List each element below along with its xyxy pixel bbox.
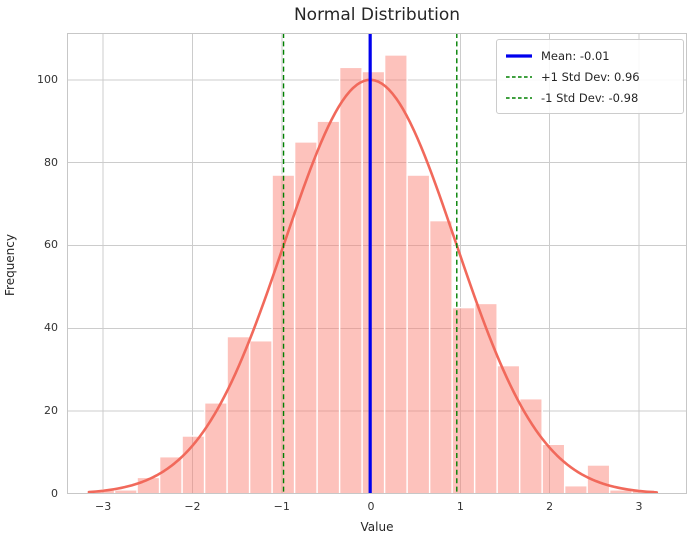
- legend-item-minus-std: -1 Std Dev: -0.98: [504, 87, 676, 108]
- histogram-bar: [338, 66, 363, 494]
- histogram-bar: [158, 456, 183, 494]
- plot-svg: [67, 33, 687, 494]
- plot-border: [67, 33, 687, 494]
- kde-curve: [87, 78, 659, 494]
- histogram-bar: [226, 335, 251, 494]
- histogram-bar: [451, 306, 476, 494]
- x-tick-label: −1: [273, 500, 290, 513]
- x-axis-label: Value: [360, 520, 394, 534]
- legend-item-plus-std: +1 Std Dev: 0.96: [504, 66, 676, 87]
- histogram-bar: [496, 364, 521, 494]
- y-tick-label: 60: [44, 238, 58, 252]
- histogram-bar: [361, 70, 386, 494]
- x-tick-label: −2: [184, 500, 201, 513]
- y-tick-label: 100: [37, 72, 58, 86]
- legend-label-minus-std: -1 Std Dev: -0.98: [541, 90, 639, 105]
- histogram-bar: [293, 141, 318, 494]
- mean-line-swatch-icon: [506, 53, 532, 58]
- x-tick-label: 2: [546, 500, 554, 513]
- x-tick-label: 0: [367, 500, 375, 513]
- chart-title: Normal Distribution: [293, 5, 461, 25]
- legend-item-mean: Mean: -0.01: [504, 45, 676, 66]
- histogram-bar: [563, 485, 588, 494]
- histogram-bar: [383, 54, 408, 494]
- legend-label-mean: Mean: -0.01: [541, 48, 610, 63]
- y-tick-label: 20: [44, 404, 58, 418]
- plot-area: Mean: -0.01 +1 Std Dev: 0.96 -1 Std Dev:…: [67, 33, 687, 494]
- y-tick-label: 80: [44, 155, 58, 169]
- y-axis-label: Frequency: [3, 234, 17, 296]
- histogram-bar: [406, 174, 431, 494]
- x-tick-label: 3: [635, 500, 643, 513]
- histogram-bar: [203, 402, 228, 494]
- histogram-bar: [473, 302, 498, 494]
- x-tick-label: 1: [456, 500, 464, 513]
- histogram-bar: [248, 340, 273, 494]
- legend: Mean: -0.01 +1 Std Dev: 0.96 -1 Std Dev:…: [496, 39, 684, 114]
- histogram-bar: [518, 398, 543, 494]
- histogram-bar: [316, 120, 341, 494]
- y-tick-label: 0: [51, 487, 58, 500]
- y-tick-label: 40: [44, 321, 58, 335]
- x-tick-label: −3: [95, 500, 112, 513]
- minus-std-line-swatch-icon: [506, 96, 532, 99]
- histogram-bar: [428, 219, 453, 494]
- legend-label-plus-std: +1 Std Dev: 0.96: [541, 69, 640, 84]
- plus-std-line-swatch-icon: [506, 75, 532, 78]
